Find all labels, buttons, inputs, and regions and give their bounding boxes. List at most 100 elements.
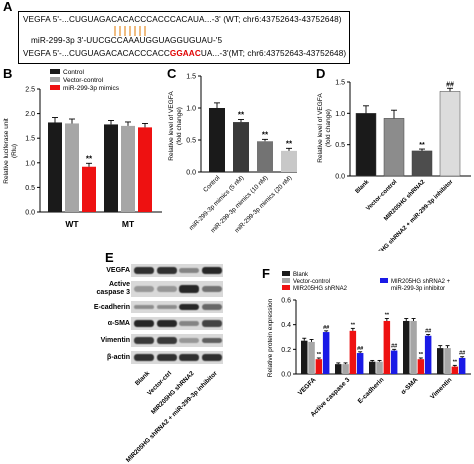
significance-label: ## <box>357 346 363 352</box>
significance-label: ** <box>238 111 245 120</box>
blot-band <box>134 354 154 361</box>
blot-band <box>156 354 177 361</box>
blot-row <box>131 317 223 330</box>
bar <box>104 124 118 212</box>
legend-label: Control <box>63 69 85 76</box>
y-tick-label: 0.6 <box>281 298 291 305</box>
significance-label: ## <box>323 325 329 331</box>
y-tick-label: 1.0 <box>186 106 196 113</box>
legend-swatch <box>282 278 290 283</box>
legend-label: Vector-control <box>293 279 330 285</box>
blot-band <box>179 338 199 343</box>
blot-band <box>201 337 222 344</box>
bar <box>355 113 377 177</box>
x-category-label: VEGFA <box>297 376 318 397</box>
x-category-label: Control <box>202 174 221 193</box>
blot-band <box>201 354 222 361</box>
x-category-label: WT <box>65 219 79 229</box>
mt-suffix: UA...-3'(MT; chr6:43752643-43752648) <box>200 49 347 58</box>
bar <box>369 361 376 374</box>
blot-band <box>156 320 177 327</box>
significance-label: ## <box>446 81 454 88</box>
x-category-label: MT <box>122 219 135 229</box>
bar <box>458 357 466 374</box>
blot-row-label: α-SMA <box>107 320 130 327</box>
panel-c-label: C <box>167 66 177 81</box>
bar <box>383 320 391 374</box>
y-tick-label: 0.2 <box>281 347 291 354</box>
y-axis-label: Relative luciferase unit(Rlu) <box>3 118 18 184</box>
bar <box>349 330 357 374</box>
panel-d-label: D <box>316 66 326 81</box>
blot-row <box>131 351 223 364</box>
bar <box>233 122 249 172</box>
bar <box>444 348 451 374</box>
panel-f-label: F <box>262 266 270 281</box>
x-category-label: α-SMA <box>400 376 420 396</box>
significance-label: ## <box>459 351 465 357</box>
legend-swatch <box>282 285 290 290</box>
x-category-label: MIR205HG shRNA2 + miR-299-3p inhibitor <box>365 179 454 251</box>
x-category-label: Blank <box>355 179 371 195</box>
legend-swatch <box>50 85 60 90</box>
blot-band <box>179 284 199 294</box>
blot-band <box>179 267 199 274</box>
blot-band <box>179 320 199 327</box>
legend-label: MIR205HG shRNA2 + miR-299-3p inhibitor <box>391 279 451 292</box>
significance-label: ** <box>453 359 458 365</box>
bar <box>138 127 152 212</box>
significance-label: ** <box>419 142 425 149</box>
x-category-label: E-cadherin <box>357 376 386 405</box>
y-tick-label: 0.5 <box>335 142 345 149</box>
x-category-label: Vimentin <box>429 376 453 400</box>
bar <box>308 341 315 374</box>
blot-band <box>201 304 222 310</box>
bar <box>410 320 417 374</box>
blot-row <box>131 301 223 313</box>
bar <box>403 320 410 374</box>
y-tick-label: 1.5 <box>25 136 35 143</box>
chart-c: 0.0 0.5 1.0 1.5 Relative level of VEGFA(fold… <box>168 74 297 234</box>
bar <box>417 359 425 374</box>
bar <box>439 91 461 177</box>
blot-row-label: E-cadherin <box>93 304 130 311</box>
bar <box>65 123 79 212</box>
bar <box>335 364 342 374</box>
bar <box>48 122 62 212</box>
legend-label: Vector-control <box>63 77 104 84</box>
bar <box>209 108 225 172</box>
y-axis-label-line: Relative level of VEGFA <box>168 91 175 161</box>
blot-row-label: Vimentin <box>100 337 130 344</box>
significance-label: ** <box>419 352 424 358</box>
y-axis-label-line: (fold change) <box>325 109 332 147</box>
blot-band <box>179 303 199 311</box>
sequence-box: VEGFA 5'-...CUGUAGACACACCCACCCACAUA...-3… <box>18 11 350 64</box>
y-tick-label: 1.5 <box>186 74 196 81</box>
binding-links <box>114 26 146 36</box>
y-tick-label: 1.0 <box>335 111 345 118</box>
blot-row <box>131 281 223 297</box>
bar <box>257 141 273 172</box>
wt-prefix: VEGFA 5'-...CUGUAGACACACCCACC <box>23 15 170 24</box>
y-tick-label: 2.5 <box>25 87 35 94</box>
bar <box>383 118 405 177</box>
y-axis-label: Relative protein expression <box>267 298 274 377</box>
blot-band <box>134 337 154 344</box>
legend-label: miR-299-3p mimics <box>63 85 120 92</box>
chart-b: 0.0 0.5 1.0 1.5 2.0 2.5 Relative luciferase un… <box>3 69 162 229</box>
blot-row-label: Active caspase 3 <box>96 281 130 296</box>
wt-suffix: CACAUA...-3' (WT; chr6:43752643-43752648… <box>169 15 342 24</box>
blot-band <box>156 337 177 344</box>
y-axis-label: Relative level of VEGFA(fold change) <box>317 93 332 163</box>
bar <box>424 335 432 374</box>
blot-band <box>201 267 222 274</box>
significance-label: ** <box>86 154 93 163</box>
y-axis-label-line: Relative level of VEGFA <box>317 93 324 163</box>
bar <box>82 166 96 212</box>
legend-label: MIR205HG shRNA2 <box>293 286 348 292</box>
bar <box>301 340 308 374</box>
y-tick-label: 0.5 <box>25 185 35 192</box>
legend-label-line: MIR205HG shRNA2 + <box>391 279 451 285</box>
blot-band <box>156 304 177 310</box>
